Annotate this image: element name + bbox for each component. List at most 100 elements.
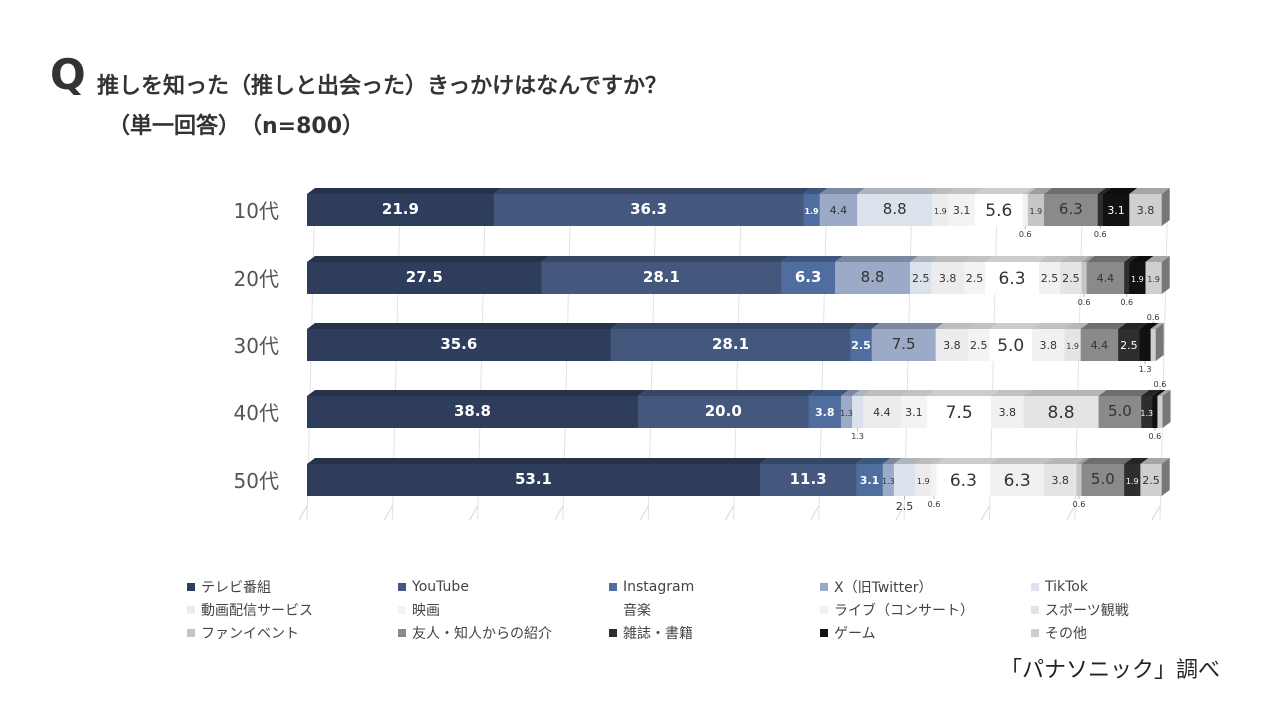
data-label: 5.0 [997, 336, 1024, 356]
legend-label: スポーツ観戦 [1045, 602, 1129, 619]
bar-side [1155, 323, 1164, 361]
bar-top-11 [1081, 458, 1133, 464]
bar-top-4 [852, 390, 872, 396]
data-label: 5.0 [1091, 470, 1115, 488]
bar-segment [1032, 329, 1065, 361]
legend-swatch [609, 628, 617, 637]
bar-top-12 [1097, 188, 1111, 194]
data-label: 27.5 [406, 268, 443, 286]
bar-segment [1081, 262, 1088, 294]
legend-swatch [187, 582, 195, 591]
data-label: 7.5 [946, 403, 973, 423]
bar-segment [1043, 464, 1077, 496]
bar-top-4 [910, 256, 940, 262]
legend-swatch [398, 582, 406, 591]
bar-segment [781, 262, 836, 294]
bar-segment [307, 329, 612, 361]
bar-segment [1060, 262, 1083, 294]
data-label: 0.6 [1094, 230, 1107, 239]
legend-swatch [187, 628, 195, 637]
bar-top-9 [1023, 390, 1107, 396]
legend-item: その他 [1031, 624, 1242, 642]
bar-top-1 [541, 256, 790, 262]
q-mark: Q [50, 50, 86, 99]
bar-segment [856, 464, 884, 496]
legend-label: 映画 [412, 602, 440, 619]
bar-top-6 [963, 256, 994, 262]
grid-floor-tick [298, 505, 308, 521]
grid-floor-tick [980, 505, 990, 521]
legend-item: ファンイベント [187, 624, 398, 642]
data-label: 0.6 [1078, 298, 1091, 307]
bar-segment [850, 329, 873, 361]
bar-segment [637, 396, 810, 428]
data-label: 6.3 [1004, 471, 1031, 491]
bar-segment [931, 262, 965, 294]
bar-top-5 [932, 188, 957, 194]
bar-top-3 [882, 458, 902, 464]
bar-segment [932, 194, 949, 226]
data-label: 8.8 [1048, 403, 1075, 423]
source-note: 「パナソニック」調べ [1000, 658, 1221, 683]
legend-label: Instagram [623, 578, 695, 595]
grid-floor-tick [554, 505, 564, 521]
bar-segment [1086, 262, 1125, 294]
legend-label: TikTok [1045, 578, 1088, 595]
grid-floor-tick [725, 505, 734, 521]
legend-swatch [820, 582, 828, 591]
bar-top-7 [974, 188, 1031, 194]
bar-segment [1102, 194, 1130, 226]
data-label: 7.5 [892, 335, 916, 353]
bar-side [1161, 188, 1170, 226]
legend-label: ファンイベント [201, 625, 299, 642]
bar-top-8 [1038, 256, 1069, 262]
data-label: 4.4 [830, 204, 848, 217]
legend-item: TikTok [1031, 578, 1242, 595]
bar-segment [307, 262, 543, 294]
bar-top-6 [968, 323, 998, 329]
bar-segment [840, 396, 853, 428]
bar-segment [990, 464, 1045, 496]
data-label: 2.5 [912, 272, 930, 285]
data-label: 5.0 [1108, 402, 1132, 420]
data-label: 0.6 [1073, 500, 1086, 509]
bar-segment [1150, 329, 1157, 361]
bar-segment [1140, 464, 1163, 496]
bar-top-12 [1118, 323, 1148, 329]
bar-segment [835, 262, 911, 294]
category-label: 30代 [234, 334, 279, 358]
data-label: 1.9 [1147, 275, 1160, 284]
data-label: 1.3 [840, 409, 853, 418]
bar-top-11 [1086, 256, 1133, 262]
bar-top-2 [856, 458, 891, 464]
category-label: 50代 [234, 469, 279, 493]
bar-top-12 [1141, 390, 1161, 396]
data-label: 1.9 [1126, 477, 1139, 486]
bar-segment [1023, 396, 1100, 428]
bar-segment [1124, 262, 1130, 294]
data-label: 2.5 [1062, 272, 1080, 285]
grid-floor-tick [1151, 505, 1161, 521]
bar-top-12 [1124, 458, 1149, 464]
grid-floor-tick [383, 505, 393, 521]
bar-top-0 [307, 188, 502, 194]
bar-top-11 [1043, 188, 1106, 194]
bar-segment [936, 464, 991, 496]
data-label: 3.1 [905, 406, 923, 419]
bar-segment [819, 194, 858, 226]
legend-swatch [820, 605, 828, 614]
data-label: 1.3 [1139, 365, 1152, 374]
data-label: 2.5 [970, 339, 988, 352]
legend-item: 友人・知人からの紹介 [398, 624, 609, 642]
bar-top-13 [1102, 188, 1138, 194]
data-label: 1.3 [882, 477, 895, 486]
legend-swatch [609, 582, 617, 591]
data-label: 2.5 [1120, 339, 1138, 352]
data-label: 2.5 [966, 272, 984, 285]
bar-segment [915, 464, 932, 496]
legend-item: スポーツ観戦 [1031, 601, 1242, 619]
legend-swatch [398, 605, 406, 614]
legend-label: 友人・知人からの紹介 [412, 625, 552, 642]
legend-label: 動画配信サービス [201, 602, 313, 619]
